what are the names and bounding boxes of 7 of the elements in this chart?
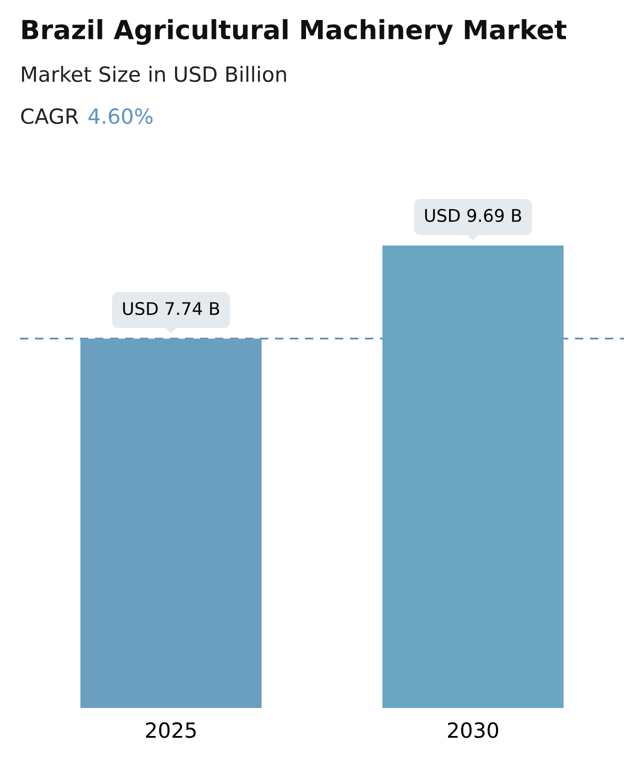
chart-subtitle: Market Size in USD Billion (22, 66, 286, 82)
chart-title: Brazil Agricultural Machinery Market (22, 19, 566, 45)
x-tick-label: 2025 (146, 722, 196, 738)
x-tick-label: 2030 (448, 722, 498, 738)
text: CAGR 4.60% (21, 108, 153, 124)
data-label: USD 9.69 B (425, 208, 522, 222)
data-label: USD 7.74 B (123, 302, 220, 316)
